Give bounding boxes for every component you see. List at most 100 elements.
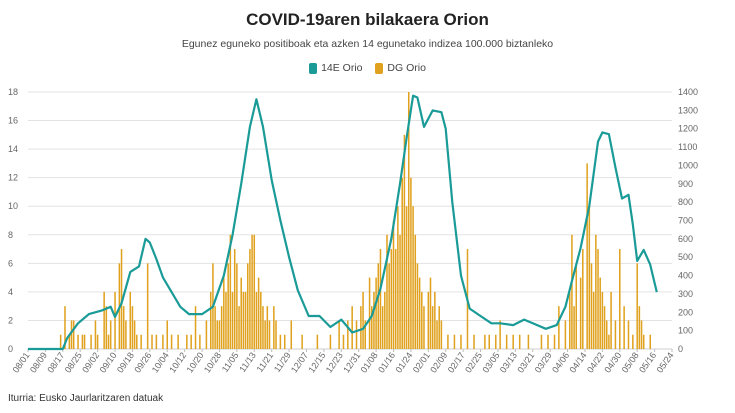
bar [373, 291, 375, 349]
bar [488, 334, 491, 349]
y-left-tick-label: 0 [8, 344, 13, 354]
bar [603, 306, 606, 349]
bar [225, 291, 227, 349]
x-tick-label: 11/05 [220, 350, 241, 374]
bar [484, 334, 486, 349]
y-left-tick-label: 14 [8, 144, 18, 154]
bar [649, 334, 652, 349]
bar [403, 134, 406, 349]
bar [573, 306, 575, 349]
bar [438, 306, 440, 349]
legend-item-line[interactable]: 14E Orio [309, 62, 363, 74]
bar [564, 320, 567, 349]
x-tick-label: 05/24 [655, 350, 676, 374]
bar [227, 263, 229, 349]
y-left-tick-label: 12 [8, 173, 18, 183]
bar [601, 291, 604, 349]
chart-subtitle: Egunez eguneko positiboak eta azken 14 e… [181, 38, 554, 50]
y-right-tick-label: 300 [678, 289, 693, 299]
bar [279, 334, 282, 349]
bar [205, 320, 208, 349]
bar [316, 334, 319, 349]
bar [453, 334, 456, 349]
bar [553, 334, 556, 349]
bar [140, 334, 142, 349]
bar [505, 334, 508, 349]
x-tick-label: 12/31 [341, 350, 362, 374]
bar [423, 306, 425, 349]
bar [177, 334, 179, 349]
x-tick-label: 11/29 [272, 350, 293, 374]
x-tick-label: 08/09 [28, 350, 49, 374]
y-right-tick-label: 400 [678, 271, 693, 281]
bar [136, 334, 138, 349]
x-tick-label: 09/02 [80, 350, 101, 374]
bar [431, 306, 434, 349]
bar [421, 291, 423, 349]
source-note: Iturria: Eusko Jaurlaritzaren datuak [8, 393, 164, 404]
y-right-tick-label: 0 [678, 344, 683, 354]
bar [231, 291, 234, 349]
x-tick-label: 09/10 [98, 350, 119, 374]
bar [368, 277, 371, 349]
bar [170, 334, 173, 349]
bar [166, 320, 169, 349]
bar [362, 291, 364, 349]
bar [512, 334, 514, 349]
x-tick-label: 04/30 [602, 350, 623, 374]
bar [547, 334, 549, 349]
bar [397, 206, 399, 349]
bar [229, 234, 232, 349]
bar [592, 291, 595, 349]
y-left-tick-label: 2 [8, 315, 13, 325]
bar [199, 334, 201, 349]
x-tick-label: 03/29 [533, 350, 554, 374]
bar [579, 277, 582, 349]
x-tick-label: 08/17 [45, 350, 66, 374]
legend-label-bars: DG Orio [387, 62, 426, 74]
bar [70, 320, 73, 349]
bar [220, 306, 223, 349]
bar [434, 291, 436, 349]
y-left-tick-label: 4 [8, 287, 13, 297]
bar [414, 234, 417, 349]
bar [190, 334, 192, 349]
x-tick-label: 10/20 [185, 350, 206, 374]
bar [386, 234, 388, 349]
legend-item-bars[interactable]: DG Orio [375, 62, 426, 74]
bar [81, 334, 84, 349]
y-right-tick-label: 100 [678, 326, 693, 336]
x-tick-label: 01/24 [393, 350, 414, 374]
bar [518, 334, 521, 349]
bar [558, 306, 560, 349]
x-tick-label: 05/16 [637, 350, 658, 374]
bar [129, 291, 132, 349]
y-right-tick-label: 800 [678, 197, 693, 207]
x-tick-label: 10/04 [150, 350, 171, 374]
bar [72, 320, 75, 349]
y-right-tick-label: 900 [678, 179, 693, 189]
y-left-tick-label: 16 [8, 116, 18, 126]
bar [283, 334, 286, 349]
bar [627, 320, 630, 349]
bar [614, 320, 617, 349]
bar [133, 320, 136, 349]
bar [223, 277, 225, 349]
bar [370, 306, 373, 349]
bar [427, 291, 430, 349]
bar [125, 320, 127, 349]
bar [109, 320, 112, 349]
x-tick-label: 04/14 [567, 350, 588, 374]
bar [90, 334, 92, 349]
y-right-tick-label: 1100 [678, 142, 697, 152]
x-tick-label: 02/17 [446, 350, 467, 374]
bar [64, 306, 66, 349]
bar [499, 320, 501, 349]
x-tick-label: 08/01 [11, 350, 32, 374]
bar [568, 291, 571, 349]
bar [162, 334, 164, 349]
bar [214, 306, 216, 349]
bar [216, 320, 219, 349]
bar [379, 249, 382, 349]
bar [640, 320, 643, 349]
